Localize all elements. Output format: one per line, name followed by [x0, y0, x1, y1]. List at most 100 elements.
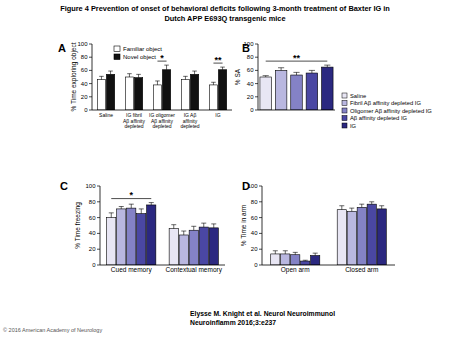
bar — [190, 74, 198, 110]
y-tick-label: 40 — [247, 81, 254, 87]
y-tick — [255, 110, 258, 111]
bar — [311, 256, 320, 265]
label-line: depleted — [180, 123, 199, 129]
error-cap — [309, 70, 315, 71]
error-bar — [183, 76, 188, 79]
error-stem — [213, 82, 214, 85]
bars — [107, 203, 219, 265]
error-stem — [110, 71, 111, 74]
bar — [127, 208, 136, 265]
error-stem — [222, 67, 223, 70]
error-bar — [139, 209, 144, 214]
citation: Neuroinflamm 2016;3:e237 — [190, 319, 276, 327]
y-tick — [97, 249, 100, 250]
legend-swatch — [342, 108, 347, 113]
error-cap — [181, 231, 186, 232]
error-stem — [111, 213, 112, 218]
error-stem — [281, 68, 282, 71]
error-stem — [185, 76, 186, 79]
error-bar — [127, 74, 132, 77]
label-line: Saline — [99, 112, 113, 118]
legend-label: Saline — [350, 93, 366, 99]
x-axis — [258, 110, 335, 111]
error-bar — [191, 226, 196, 230]
y-tick — [259, 201, 262, 202]
panel-letter: C — [60, 180, 68, 192]
y-tick-label: 100 — [243, 41, 254, 47]
bar — [271, 254, 280, 265]
y-tick — [89, 110, 92, 111]
bar — [260, 77, 272, 110]
x-tick-label: Saline — [99, 112, 113, 118]
y-tick — [255, 57, 258, 58]
bar — [281, 254, 290, 265]
error-stem — [151, 203, 152, 205]
y-tick — [255, 70, 258, 71]
error-bar — [278, 68, 284, 71]
x-tick-label: Cued memory — [111, 266, 153, 274]
bar — [301, 261, 310, 265]
bar — [169, 229, 178, 265]
legend-label: Fibril Aβ affinity depleted IG — [350, 100, 421, 106]
label-line: Open arm — [281, 266, 310, 274]
bar — [97, 80, 105, 110]
y-tick — [89, 96, 92, 97]
legend-label: IG — [350, 123, 357, 129]
bar — [209, 85, 217, 110]
figure: Figure 4 Prevention of onset of behavior… — [0, 0, 450, 338]
bar — [147, 205, 156, 265]
error-stem — [315, 253, 316, 255]
y-tick-label: 80 — [247, 54, 254, 60]
x-tick-label: IG oligomerAβ affinitydepleted — [149, 112, 175, 129]
y-tick-label: 0 — [84, 107, 88, 113]
error-cap — [263, 75, 269, 76]
y-tick — [255, 44, 258, 45]
label-line: Contextual memory — [166, 266, 223, 274]
error-stem — [157, 81, 158, 85]
error-bar — [359, 204, 364, 207]
bar — [291, 255, 300, 265]
bar — [125, 77, 133, 110]
y-tick-label: 20 — [81, 94, 88, 100]
y-tick — [89, 70, 92, 71]
significance-mark: ** — [293, 53, 301, 63]
error-cap — [369, 201, 374, 202]
copyright: © 2016 American Academy of Neurology — [3, 327, 102, 333]
error-bar — [109, 213, 114, 218]
error-bar — [303, 260, 308, 262]
error-stem — [296, 72, 297, 75]
error-bar — [211, 224, 216, 228]
bar — [367, 204, 376, 265]
y-axis — [262, 186, 263, 265]
y-tick — [97, 217, 100, 218]
error-cap — [324, 65, 330, 66]
significance-mark: * — [160, 53, 164, 63]
legend-swatch — [114, 54, 120, 60]
error-bar — [313, 253, 318, 255]
error-stem — [173, 225, 174, 229]
error-bar — [155, 81, 160, 85]
y-axis-label: % Time in arm — [240, 205, 247, 247]
error-stem — [361, 204, 362, 207]
y-tick — [259, 265, 262, 266]
error-stem — [295, 252, 296, 254]
bar — [377, 209, 386, 265]
legend-swatch — [342, 123, 347, 128]
error-cap — [211, 82, 216, 83]
error-stem — [371, 202, 372, 204]
bar — [322, 67, 334, 110]
y-tick — [97, 233, 100, 234]
bar — [306, 73, 318, 110]
significance-mark: ** — [214, 55, 222, 65]
y-axis — [258, 44, 259, 110]
error-cap — [211, 223, 216, 224]
y-tick-label: 100 — [247, 183, 258, 189]
error-stem — [341, 206, 342, 210]
y-tick-label: 40 — [89, 230, 96, 236]
y-tick-label: 80 — [81, 54, 88, 60]
panel: D% Time in arm020406080100Open armClosed… — [240, 180, 395, 274]
x-tick-label: IG Aβaffinitydepleted — [180, 112, 199, 129]
error-cap — [349, 208, 354, 209]
bar — [189, 230, 198, 265]
error-cap — [379, 205, 384, 206]
